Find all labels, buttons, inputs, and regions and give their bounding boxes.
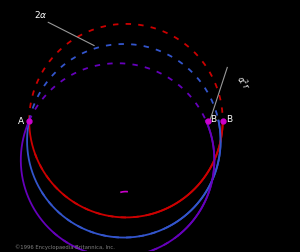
Text: $2\alpha$: $2\alpha$ (34, 9, 48, 20)
Text: B: B (226, 115, 233, 124)
Text: ©1996 Encyclopaedia Britannica, Inc.: ©1996 Encyclopaedia Britannica, Inc. (14, 243, 114, 249)
Text: $\alpha^2 r$: $\alpha^2 r$ (234, 73, 253, 92)
Text: A: A (18, 117, 24, 126)
Text: B: B (210, 115, 216, 124)
